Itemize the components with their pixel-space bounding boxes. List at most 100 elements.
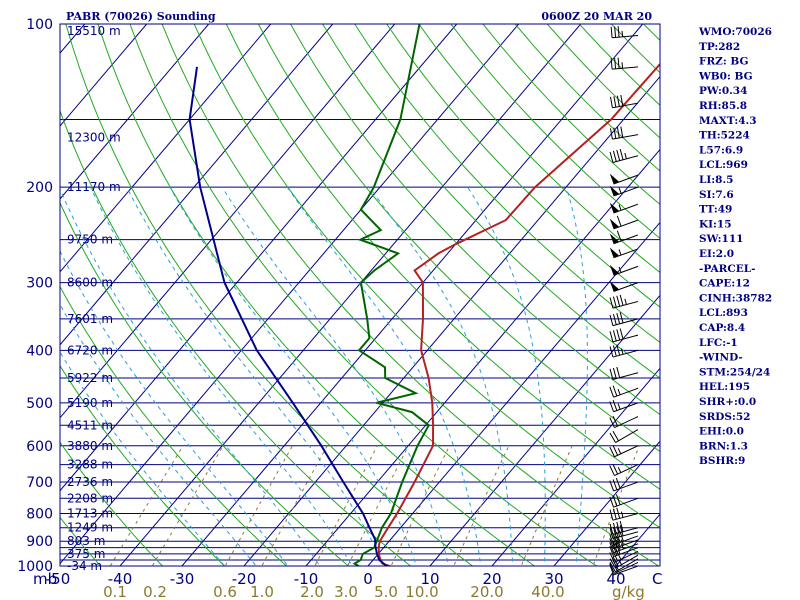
pressure-tick-label: 800 <box>26 507 53 523</box>
chart-title: PABR (70026) Sounding <box>66 10 216 23</box>
series-line-parcel <box>188 66 392 566</box>
plot-border <box>59 23 661 567</box>
pressure-tick-label: 500 <box>26 396 53 412</box>
temp-tick-label: 0 <box>363 570 373 588</box>
isotherm-line <box>367 221 660 566</box>
pressure-tick-label: 300 <box>26 276 53 292</box>
isotherm-line <box>60 24 148 127</box>
isotherm-line <box>60 24 520 565</box>
temp-tick-label: 40 <box>606 570 625 588</box>
height-label: 3288 m <box>67 458 113 472</box>
height-label: 1249 m <box>67 521 113 535</box>
temp-tick-label: -40 <box>108 570 133 588</box>
moist-adiabat-line <box>90 186 353 566</box>
wind-barb <box>609 202 639 214</box>
temp-tick-label: -50 <box>46 570 71 588</box>
chart-time: 0600Z 20 MAR 20 <box>541 10 652 23</box>
stat-item: CAP:8.4 <box>699 322 745 334</box>
mixing-ratio-line <box>520 445 573 566</box>
mixing-ratio-line <box>224 445 293 566</box>
stat-item: HEL:195 <box>699 381 750 393</box>
height-label: 6720 m <box>67 343 113 357</box>
dry-adiabat-line <box>418 24 660 274</box>
stat-item: -WIND- <box>699 352 743 364</box>
height-label: 5922 m <box>67 371 113 385</box>
stat-item: EHI:0.0 <box>699 426 744 438</box>
height-label: 7601 m <box>67 312 113 326</box>
height-label: 375 m <box>67 547 105 561</box>
dry-adiabat-line <box>290 24 660 416</box>
moist-adiabat-line <box>60 187 321 566</box>
isotherm-line <box>243 75 660 566</box>
dry-adiabat-line <box>161 24 660 566</box>
wind-barb <box>609 294 639 309</box>
chart-series <box>188 24 660 566</box>
wind-barb <box>609 230 639 245</box>
stat-item: CAPE:12 <box>699 278 750 290</box>
mixing-ratio-label: 0.1 <box>103 583 127 600</box>
moist-adiabat-line <box>126 186 385 566</box>
dry-adiabat-line <box>60 441 164 566</box>
moist-adiabat-line <box>60 250 289 566</box>
isotherm-line <box>553 440 660 566</box>
stat-item: CINH:38782 <box>699 292 772 304</box>
wind-barb <box>609 521 639 535</box>
stats-panel: WMO:70026 TP:282 FRZ: BG WB0: BG PW:0.34 RH:8… <box>698 26 772 467</box>
moist-adiabat-line <box>565 187 588 566</box>
mixing-ratio-line <box>109 445 184 566</box>
stat-item: PW:0.34 <box>699 85 747 97</box>
wind-barb <box>609 539 639 554</box>
isotherm-line <box>60 24 396 419</box>
mixing-ratio-label: 1.0 <box>250 583 274 600</box>
wind-barb <box>609 525 639 540</box>
moist-adiabat-line <box>467 186 546 566</box>
wind-barb <box>609 185 639 197</box>
stat-item: FRZ: BG <box>699 56 748 68</box>
wind-barb <box>609 215 639 230</box>
isotherm-line <box>60 24 458 492</box>
wind-barb <box>609 463 639 477</box>
mixing-ratio-line <box>261 445 328 566</box>
temp-tick-label: 10 <box>420 570 439 588</box>
dry-adiabat-line <box>60 516 102 566</box>
stat-item: LCL:893 <box>699 307 748 319</box>
dry-adiabat-line <box>60 201 350 566</box>
dry-adiabat-line <box>60 364 226 566</box>
isotherm-line <box>60 24 334 346</box>
stat-item: MAXT:4.3 <box>699 115 757 127</box>
series-line-dewpoint <box>352 24 430 566</box>
moist-adiabat-line <box>221 186 450 566</box>
height-label: 3880 m <box>67 439 113 453</box>
stat-item: LI:8.5 <box>699 174 733 186</box>
stat-item: SW:111 <box>699 233 743 245</box>
stat-item: LFC:-1 <box>699 337 738 349</box>
mixing-ratio-label: 40.0 <box>531 583 564 600</box>
height-label: 1713 m <box>67 507 113 521</box>
isotherm-line <box>60 24 210 200</box>
mixing-ratio-label: 20.0 <box>470 583 503 600</box>
wind-barb <box>610 57 639 70</box>
stat-item: STM:254/24 <box>699 366 770 378</box>
pressure-tick-label: 600 <box>26 439 53 455</box>
wind-barb <box>610 26 639 39</box>
dry-adiabat-line <box>386 24 660 308</box>
stat-item: WB0: BG <box>698 70 753 82</box>
isotherm-line <box>119 24 582 566</box>
mixing-ratio-line <box>390 445 451 566</box>
series-line-temperature <box>377 62 660 566</box>
wind-barb <box>609 494 639 508</box>
dry-adiabat-line <box>354 24 660 344</box>
temp-tick-label: -30 <box>170 570 195 588</box>
stat-item: LCL:969 <box>699 159 748 171</box>
mixing-ratio-label: 0.6 <box>213 583 237 600</box>
wind-barb <box>609 543 639 558</box>
wind-barb <box>609 264 639 276</box>
isotherm-line <box>181 24 644 566</box>
mixing-ratio-line <box>347 445 409 566</box>
mixing-ratio-line <box>151 445 224 566</box>
mixing-ratio-label: 10.0 <box>405 583 438 600</box>
temp-tick-label: -20 <box>232 570 257 588</box>
wind-barb <box>609 281 639 292</box>
wind-barb <box>609 94 639 109</box>
wind-barb <box>609 507 639 521</box>
